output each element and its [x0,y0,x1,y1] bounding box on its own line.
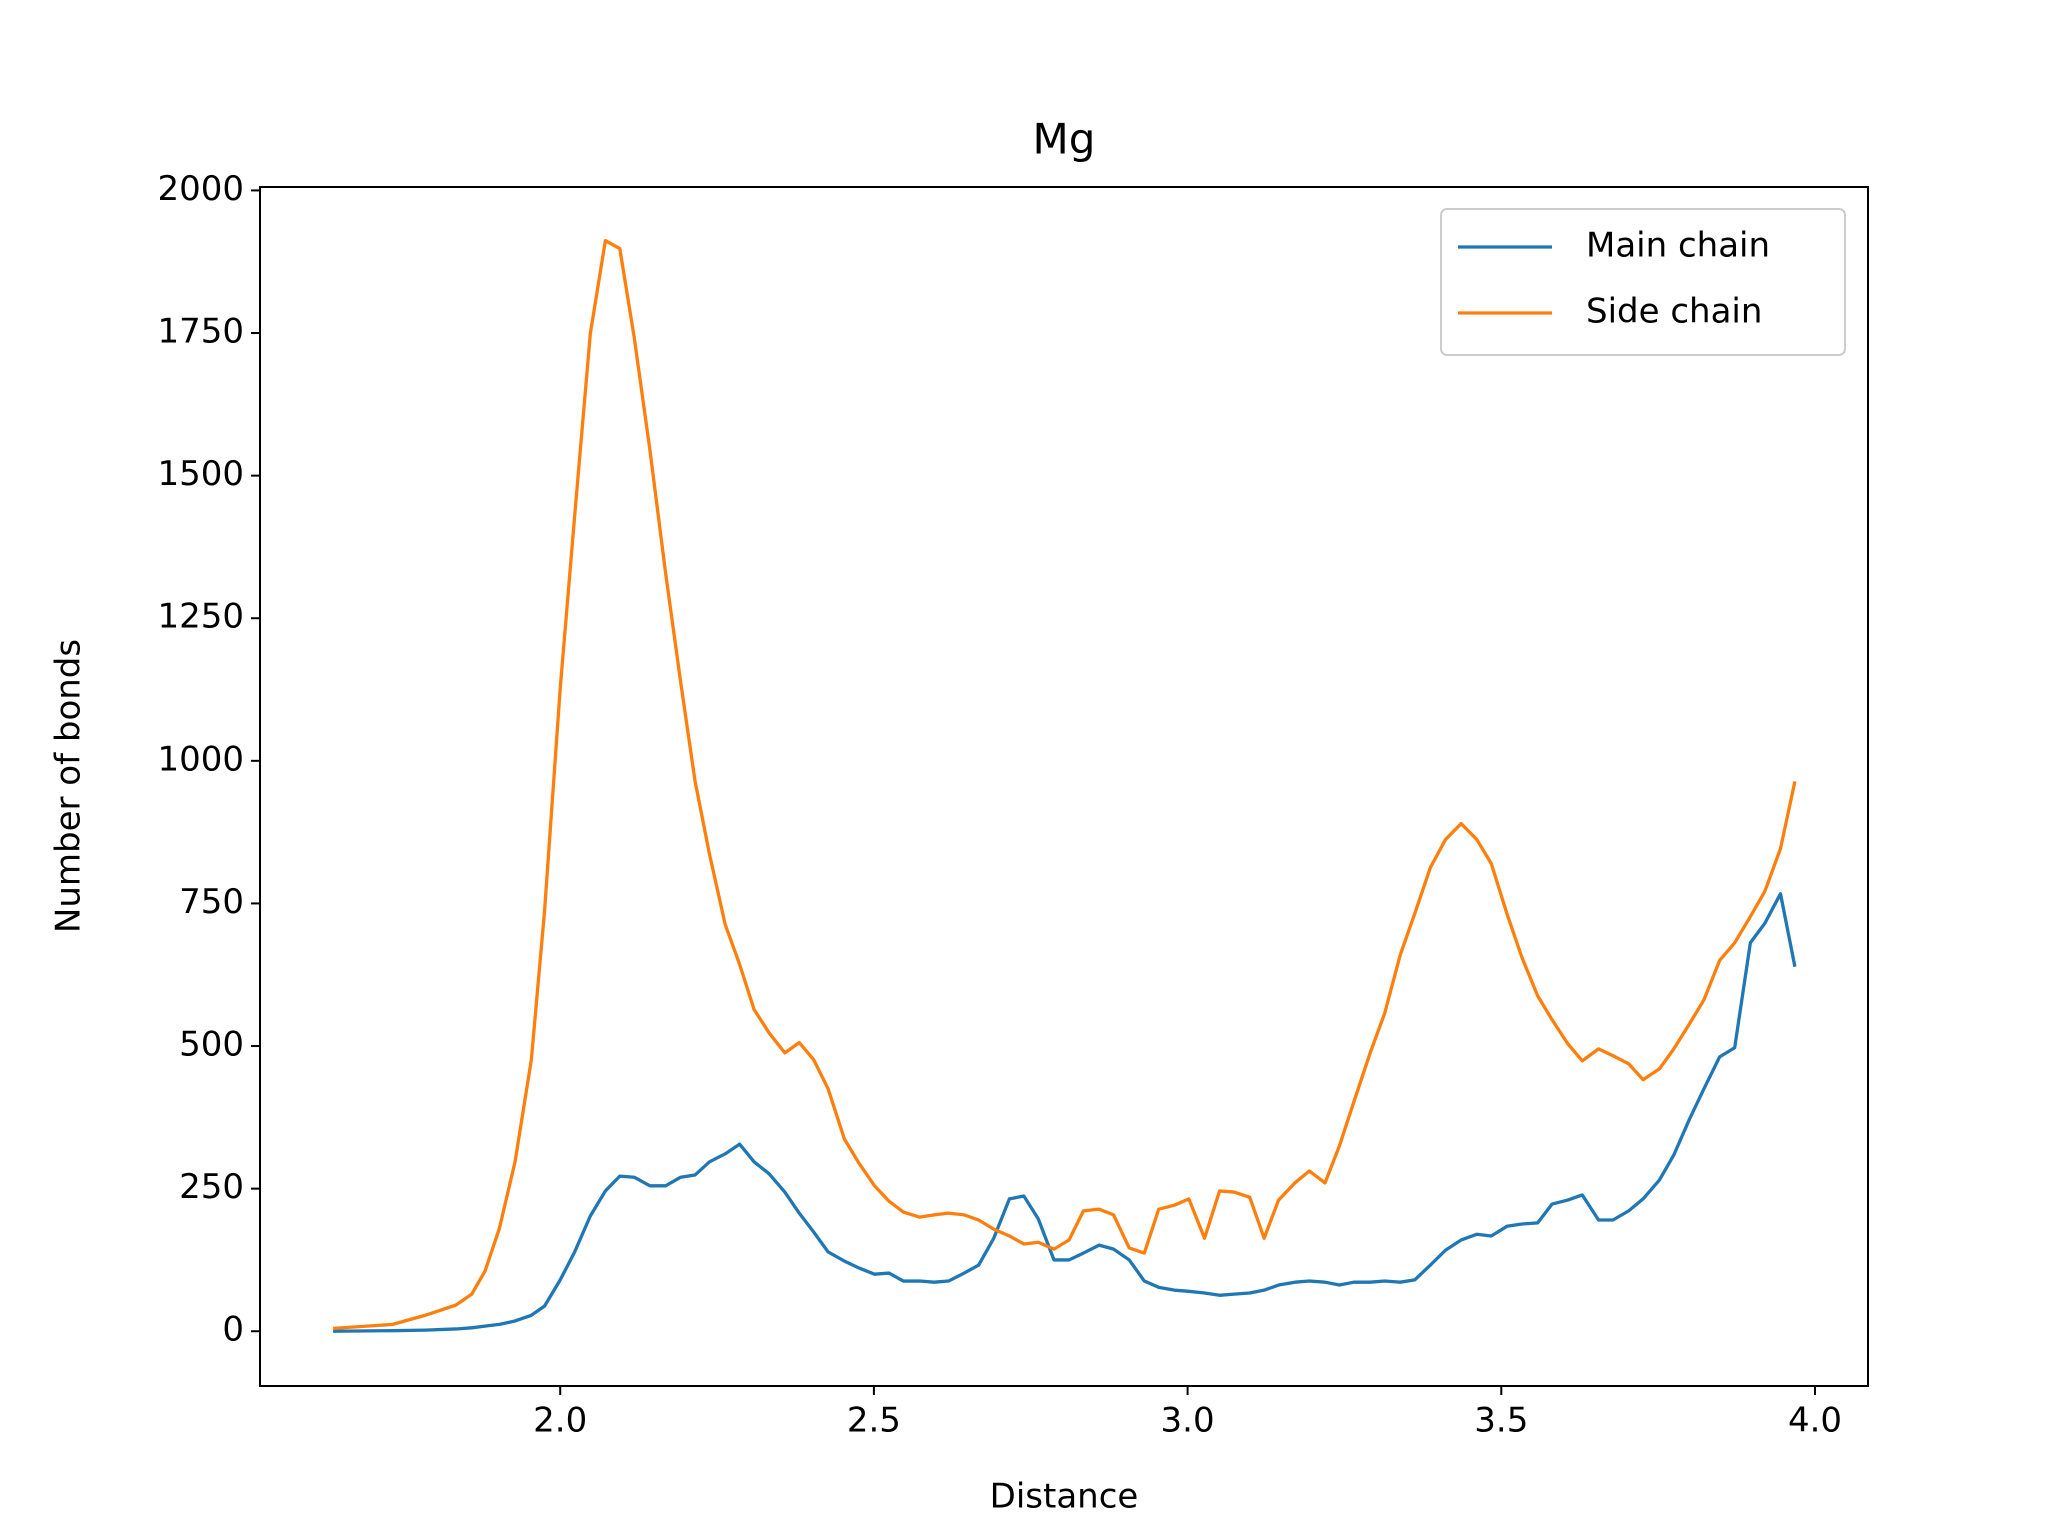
y-tick-label: 1500 [157,454,244,494]
y-tick-label: 1750 [157,312,244,352]
y-tick-label: 1250 [157,597,244,637]
y-tick-label: 1000 [157,739,244,779]
x-tick-label: 3.5 [1474,1401,1528,1441]
y-tick-label: 500 [179,1025,244,1065]
x-axis-label: Distance [990,1477,1139,1517]
y-tick-label: 2000 [157,169,244,209]
legend-label: Main chain [1586,226,1770,266]
plot-frame [259,186,1869,1387]
y-axis-label: Number of bonds [49,639,89,933]
y-tick-label: 0 [222,1310,244,1350]
legend-label: Side chain [1586,292,1762,332]
data-line [332,238,1797,1331]
chart-title: Mg [1033,115,1096,164]
x-tick-label: 2.5 [847,1401,901,1441]
y-tick-label: 250 [179,1167,244,1207]
data-line [333,892,1797,1333]
x-tick-label: 4.0 [1788,1401,1842,1441]
x-tick-label: 3.0 [1161,1401,1215,1441]
y-tick-label: 750 [179,882,244,922]
x-tick-label: 2.0 [533,1401,587,1441]
